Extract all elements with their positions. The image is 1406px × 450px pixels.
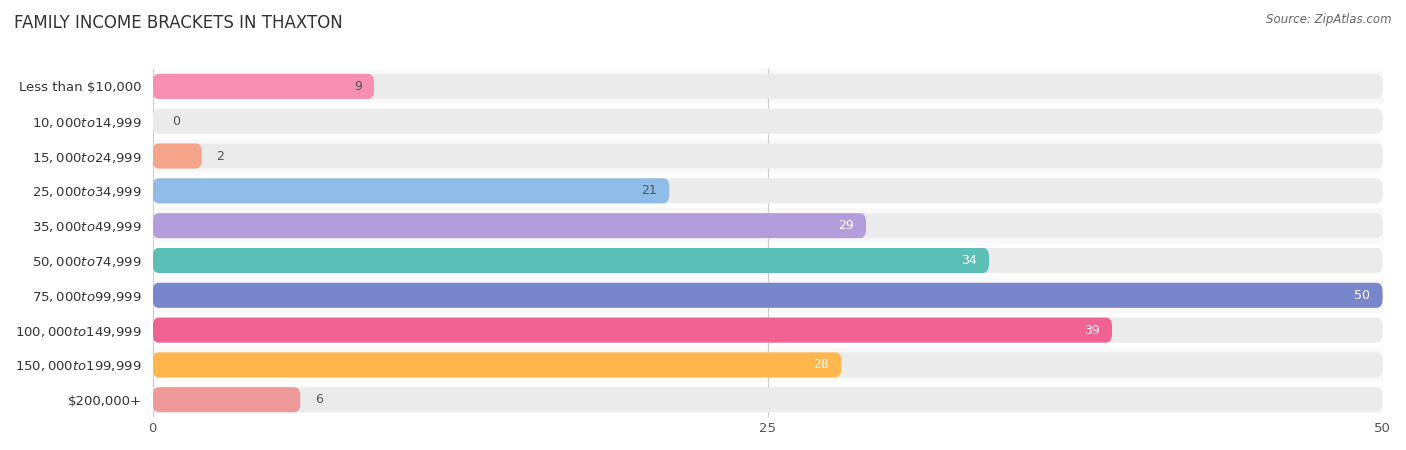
FancyBboxPatch shape bbox=[153, 109, 1382, 134]
Text: 21: 21 bbox=[641, 184, 657, 198]
Bar bbox=[153, 313, 1382, 347]
Text: 34: 34 bbox=[960, 254, 977, 267]
Bar bbox=[153, 173, 1382, 208]
FancyBboxPatch shape bbox=[153, 387, 1382, 412]
FancyBboxPatch shape bbox=[153, 144, 1382, 169]
FancyBboxPatch shape bbox=[153, 213, 866, 238]
Bar bbox=[153, 208, 1382, 243]
FancyBboxPatch shape bbox=[153, 352, 841, 378]
Text: 50: 50 bbox=[1354, 289, 1371, 302]
Bar bbox=[153, 243, 1382, 278]
Text: 6: 6 bbox=[315, 393, 323, 406]
FancyBboxPatch shape bbox=[153, 248, 988, 273]
Bar bbox=[153, 382, 1382, 417]
FancyBboxPatch shape bbox=[153, 178, 1382, 203]
FancyBboxPatch shape bbox=[153, 74, 374, 99]
FancyBboxPatch shape bbox=[153, 283, 1382, 308]
Text: FAMILY INCOME BRACKETS IN THAXTON: FAMILY INCOME BRACKETS IN THAXTON bbox=[14, 14, 343, 32]
Text: 9: 9 bbox=[354, 80, 361, 93]
FancyBboxPatch shape bbox=[153, 213, 1382, 238]
FancyBboxPatch shape bbox=[153, 74, 1382, 99]
FancyBboxPatch shape bbox=[153, 283, 1382, 308]
Text: 39: 39 bbox=[1084, 324, 1099, 337]
Text: 29: 29 bbox=[838, 219, 853, 232]
FancyBboxPatch shape bbox=[153, 318, 1112, 342]
FancyBboxPatch shape bbox=[153, 318, 1382, 342]
Bar bbox=[153, 278, 1382, 313]
Text: 2: 2 bbox=[217, 149, 225, 162]
Text: 0: 0 bbox=[173, 115, 180, 128]
Text: Source: ZipAtlas.com: Source: ZipAtlas.com bbox=[1267, 14, 1392, 27]
FancyBboxPatch shape bbox=[153, 248, 1382, 273]
FancyBboxPatch shape bbox=[153, 387, 301, 412]
FancyBboxPatch shape bbox=[153, 144, 202, 169]
Bar bbox=[153, 104, 1382, 139]
FancyBboxPatch shape bbox=[153, 178, 669, 203]
Bar bbox=[153, 69, 1382, 104]
FancyBboxPatch shape bbox=[153, 352, 1382, 378]
Bar bbox=[153, 139, 1382, 173]
Text: 28: 28 bbox=[813, 358, 830, 371]
Bar bbox=[153, 347, 1382, 382]
